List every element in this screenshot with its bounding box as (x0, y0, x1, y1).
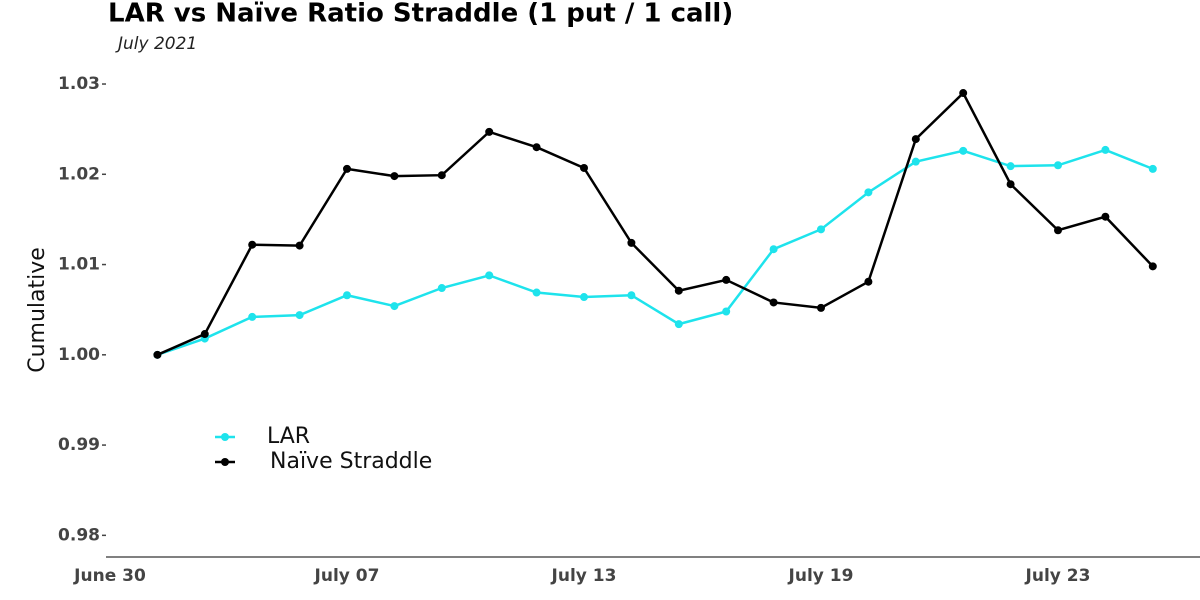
x-tick-label: June 30 (73, 566, 146, 586)
data-point (1148, 164, 1157, 173)
data-point (674, 320, 683, 329)
data-point (1101, 145, 1110, 154)
x-tick-label: July 23 (1025, 566, 1091, 586)
data-point (911, 157, 920, 166)
data-point (864, 277, 873, 286)
data-point (295, 241, 304, 250)
data-point (295, 311, 304, 320)
data-point (769, 298, 778, 307)
data-point (1148, 262, 1157, 271)
data-point (864, 188, 873, 197)
data-point (674, 286, 683, 295)
data-point (437, 171, 446, 180)
data-point (722, 307, 731, 316)
x-tick-label: July 07 (314, 566, 380, 586)
data-point (1054, 161, 1062, 170)
data-point (1006, 162, 1015, 171)
series-line (156, 148, 1154, 356)
data-point (485, 127, 494, 136)
data-point (627, 238, 636, 247)
y-tick-label: 1.01 (58, 255, 100, 275)
legend-label: LAR (267, 424, 310, 449)
chart-subtitle: July 2021 (115, 34, 197, 54)
y-tick-label: 1.03 (58, 74, 100, 94)
data-point (153, 350, 162, 359)
data-point (959, 146, 968, 155)
data-point (532, 143, 541, 152)
data-point (1006, 180, 1015, 189)
data-point (437, 284, 446, 293)
legend-swatch (221, 458, 229, 466)
data-point (390, 172, 399, 181)
data-point (722, 275, 731, 284)
data-point (343, 164, 351, 173)
chart-title: LAR vs Naïve Ratio Straddle (1 put / 1 c… (108, 0, 733, 29)
series-line (156, 90, 1154, 356)
data-point (580, 163, 588, 172)
data-point (817, 303, 825, 312)
data-point (390, 302, 399, 311)
y-tick-label: 1.02 (58, 164, 100, 184)
data-point (248, 240, 257, 249)
data-point (911, 135, 920, 144)
data-point (959, 89, 968, 98)
data-point (627, 291, 636, 300)
data-point (343, 291, 351, 300)
data-point (248, 312, 257, 321)
y-tick-label: 0.99 (58, 435, 100, 455)
data-point (1054, 226, 1062, 235)
legend-label: Naïve Straddle (270, 449, 432, 474)
x-tick-label: July 13 (551, 566, 617, 586)
data-point (200, 330, 209, 339)
data-point (817, 225, 825, 234)
data-point (769, 245, 778, 254)
x-tick-label: July 19 (788, 566, 854, 586)
y-tick-label: 0.98 (58, 525, 100, 545)
y-tick-label: 1.00 (58, 345, 100, 365)
data-point (1101, 212, 1110, 221)
data-point (485, 271, 494, 280)
y-axis-label: Cumulative (25, 247, 50, 373)
data-point (532, 288, 541, 297)
legend-swatch (221, 433, 229, 441)
data-point (580, 293, 588, 302)
